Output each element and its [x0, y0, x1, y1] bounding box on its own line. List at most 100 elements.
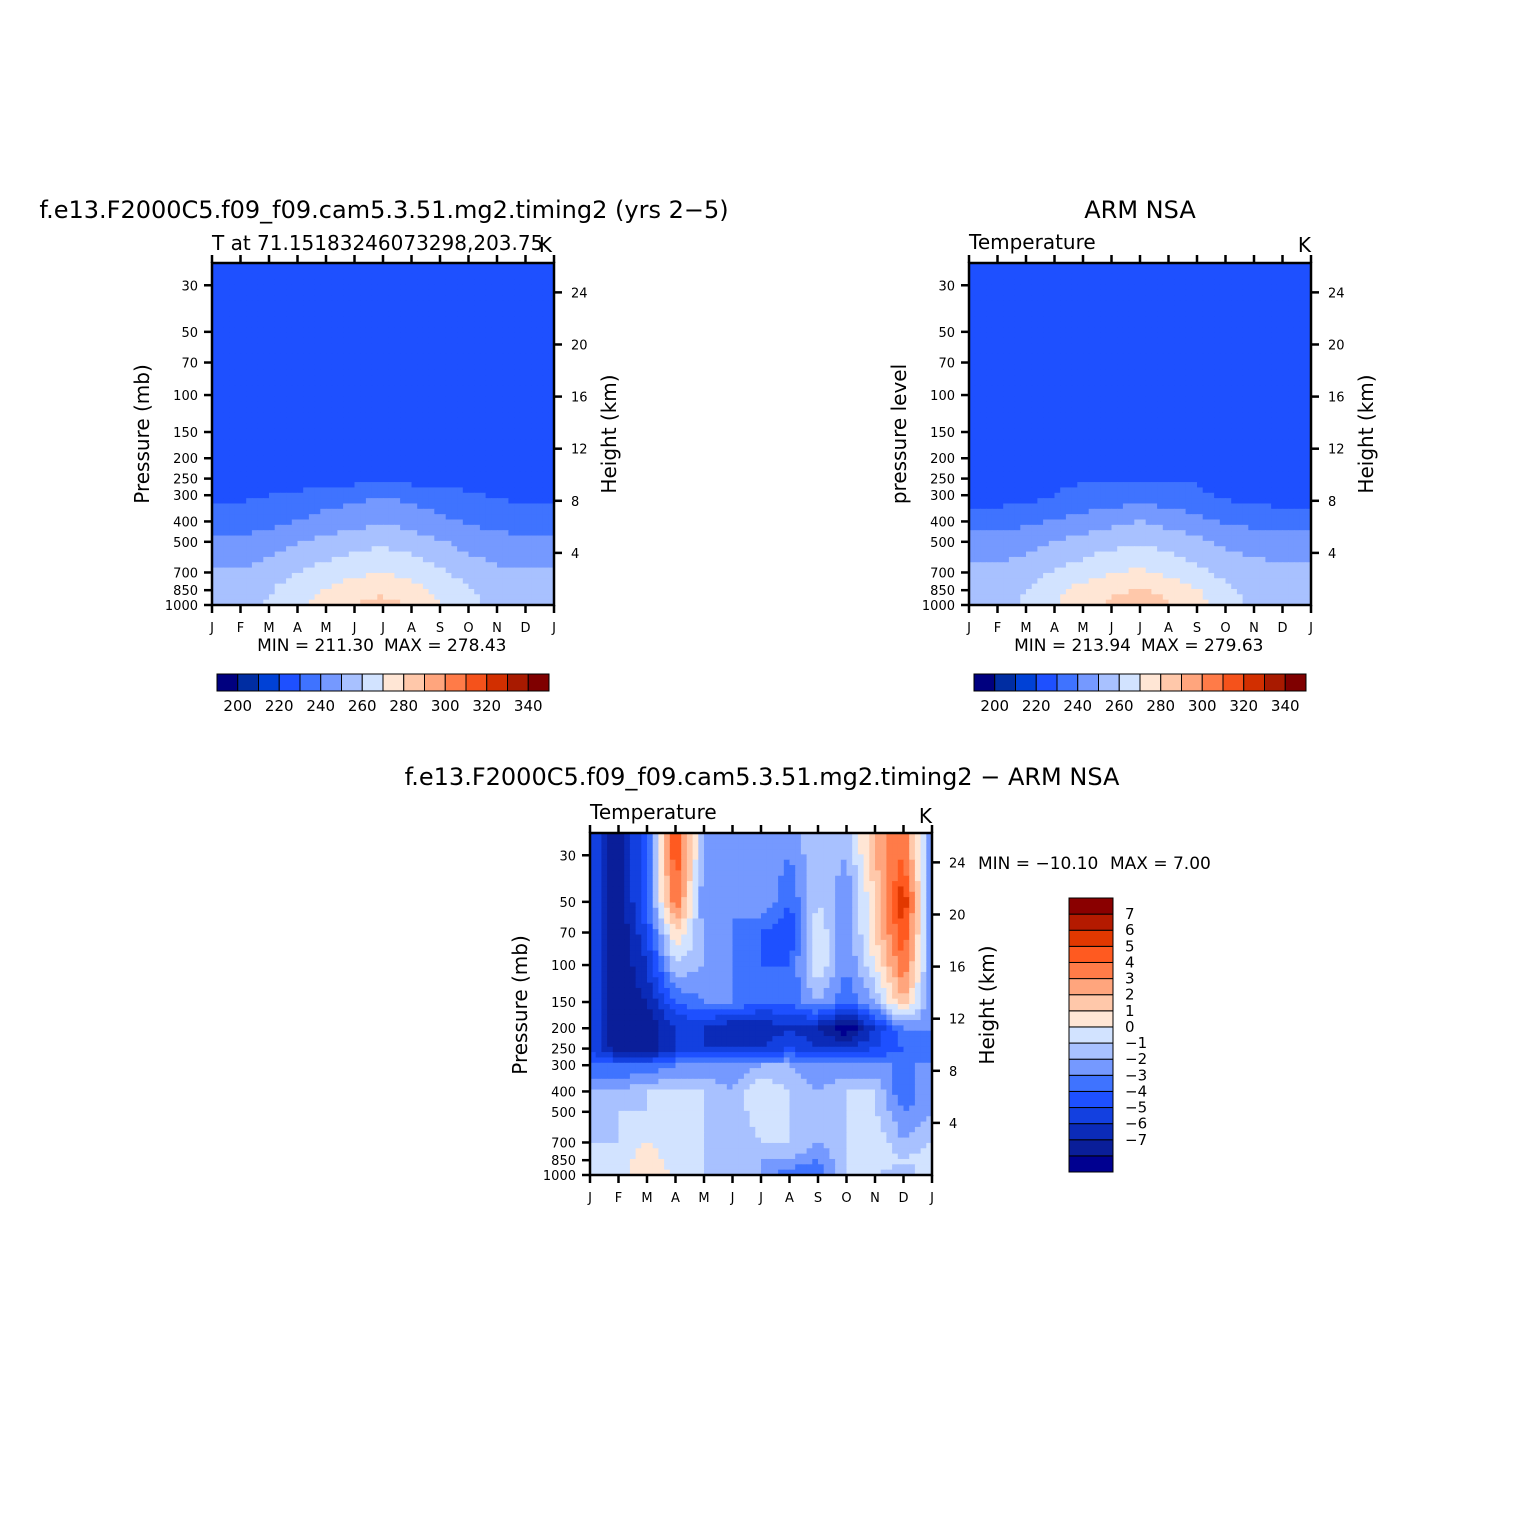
field-cell	[1054, 321, 1061, 328]
field-cell	[514, 508, 521, 515]
field-cell	[1174, 337, 1181, 344]
field-cell	[223, 380, 230, 387]
field-cell	[1242, 337, 1249, 344]
field-cell	[343, 540, 350, 547]
field-cell	[1128, 327, 1135, 334]
field-cell	[428, 487, 435, 494]
field-cell	[223, 359, 230, 366]
field-cell	[405, 332, 413, 339]
field-cell	[229, 482, 236, 489]
field-cell	[1225, 279, 1232, 285]
field-cell	[479, 450, 487, 456]
field-cell	[291, 530, 299, 537]
field-cell	[400, 353, 407, 360]
field-cell	[297, 546, 304, 553]
field-cell	[548, 364, 555, 371]
field-cell	[383, 487, 390, 494]
field-cell	[1299, 316, 1306, 323]
field-cell	[1168, 311, 1175, 318]
field-cell	[1299, 289, 1306, 296]
field-cell	[1225, 289, 1232, 296]
field-cell	[440, 487, 447, 494]
field-cell	[1083, 289, 1090, 296]
field-cell	[462, 524, 470, 531]
field-cell	[519, 300, 527, 307]
field-cell	[223, 434, 230, 440]
field-cell	[519, 588, 527, 595]
field-cell	[1037, 316, 1044, 323]
field-cell	[531, 423, 538, 430]
field-cell	[1111, 289, 1118, 296]
field-cell	[1254, 343, 1261, 350]
field-cell	[462, 380, 470, 387]
field-cell	[542, 380, 549, 387]
field-cell	[474, 300, 481, 307]
field-cell	[377, 337, 384, 344]
field-cell	[251, 268, 259, 275]
field-cell	[548, 450, 555, 456]
field-cell	[525, 492, 532, 499]
field-cell	[217, 407, 224, 414]
field-cell	[1014, 311, 1021, 318]
field-cell	[308, 583, 316, 590]
field-cell	[491, 337, 498, 344]
field-cell	[508, 487, 515, 494]
field-cell	[326, 364, 333, 371]
field-cell	[991, 327, 999, 334]
field-cell	[331, 417, 338, 424]
field-cell	[394, 546, 401, 553]
field-cell	[303, 311, 310, 318]
field-cell	[1225, 321, 1232, 328]
field-cell	[462, 572, 470, 579]
field-cell	[360, 524, 367, 531]
field-cell	[479, 556, 487, 563]
field-cell	[474, 556, 481, 563]
field-cell	[531, 364, 538, 371]
field-cell	[223, 492, 230, 499]
field-cell	[1071, 316, 1078, 323]
field-cell	[394, 556, 401, 563]
field-cell	[388, 535, 395, 542]
field-cell	[263, 503, 270, 510]
field-cell	[991, 337, 999, 344]
field-cell	[474, 583, 481, 590]
field-cell	[297, 423, 304, 430]
field-cell	[1031, 343, 1038, 350]
field-cell	[286, 284, 293, 291]
field-cell	[1043, 300, 1050, 307]
field-cell	[320, 583, 327, 590]
field-cell	[428, 412, 435, 419]
field-cell	[1026, 343, 1033, 350]
field-cell	[297, 519, 304, 526]
field-cell	[400, 567, 407, 574]
field-cell	[462, 487, 470, 494]
field-cell	[1202, 263, 1209, 269]
field-cell	[303, 295, 310, 301]
field-cell	[365, 305, 373, 312]
field-cell	[217, 268, 224, 275]
field-cell	[440, 295, 447, 301]
field-cell	[1225, 332, 1232, 339]
field-cell	[1008, 316, 1016, 323]
field-cell	[280, 417, 287, 424]
field-cell	[502, 316, 509, 323]
field-cell	[314, 380, 321, 387]
field-cell	[1288, 316, 1295, 323]
field-cell	[1014, 332, 1021, 339]
field-cell	[548, 337, 555, 344]
field-cell	[234, 583, 242, 590]
field-cell	[542, 540, 549, 547]
x-tick-label: N	[492, 621, 502, 636]
field-cell	[491, 401, 498, 408]
field-cell	[1111, 279, 1118, 285]
field-cell	[240, 594, 247, 601]
field-cell	[229, 471, 236, 478]
field-cell	[1162, 327, 1170, 334]
field-cell	[229, 407, 236, 414]
field-cell	[405, 305, 413, 312]
field-cell	[394, 353, 401, 360]
field-cell	[531, 407, 538, 414]
field-cell	[440, 599, 447, 606]
field-cell	[428, 417, 435, 424]
field-cell	[997, 353, 1004, 360]
